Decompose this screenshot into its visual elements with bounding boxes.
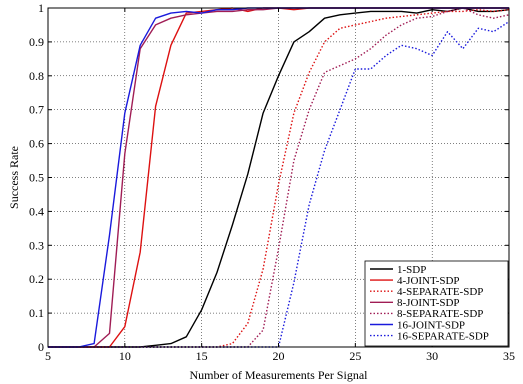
y-tick-label: 0.7 — [29, 103, 44, 117]
legend-label: 16-JOINT-SDP — [397, 319, 465, 331]
y-tick-label: 0.4 — [29, 204, 44, 218]
x-axis-label: Number of Measurements Per Signal — [190, 368, 369, 382]
y-tick-label: 0.3 — [29, 238, 44, 252]
x-tick-label: 25 — [349, 349, 361, 363]
y-axis-label: Success Rate — [7, 146, 21, 209]
series-line-16-separate-sdp — [48, 21, 510, 348]
legend-label: 1-SDP — [397, 264, 426, 276]
y-tick-label: 0.5 — [29, 171, 44, 185]
y-tick-label: 0 — [38, 340, 44, 354]
ticks: 5 10 15 20 25 30 35 0 0.1 0.2 0.3 0.4 0.5 0.6 0.7 0.8 0.… — [29, 1, 515, 363]
y-tick-label: 0.2 — [29, 272, 44, 286]
y-tick-label: 0.8 — [29, 69, 44, 83]
series-line-4-separate-sdp — [48, 8, 510, 348]
x-tick-label: 30 — [426, 349, 438, 363]
y-tick-label: 1 — [38, 1, 44, 15]
x-tick-label: 5 — [45, 349, 51, 363]
x-tick-label: 10 — [119, 349, 131, 363]
series-line-8-separate-sdp — [48, 7, 510, 348]
x-tick-label: 35 — [503, 349, 515, 363]
legend-box — [364, 260, 509, 347]
legend-label: 8-SEPARATE-SDP — [397, 308, 483, 320]
y-tick-label: 0.1 — [29, 306, 44, 320]
legend-label: 4-SEPARATE-SDP — [397, 286, 483, 298]
legend: 1-SDP4-JOINT-SDP4-SEPARATE-SDP8-JOINT-SD… — [364, 260, 509, 347]
y-tick-label: 0.9 — [29, 35, 44, 49]
y-tick-label: 0.6 — [29, 137, 44, 151]
legend-label: 8-JOINT-SDP — [397, 297, 460, 309]
legend-label: 16-SEPARATE-SDP — [397, 330, 489, 342]
x-tick-label: 15 — [196, 349, 208, 363]
x-tick-label: 20 — [273, 349, 285, 363]
legend-label: 4-JOINT-SDP — [397, 275, 460, 287]
